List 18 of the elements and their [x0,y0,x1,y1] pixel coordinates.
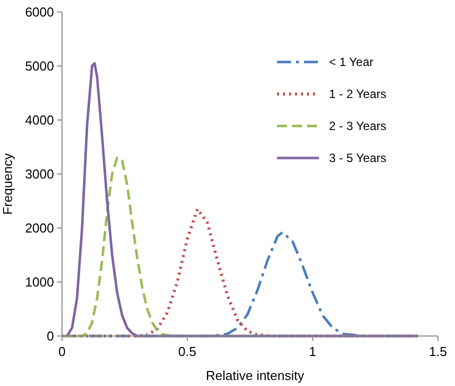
legend-label: 2 - 3 Years [329,119,386,134]
y-tick-label: 3000 [25,166,54,182]
y-tick-label: 1000 [25,274,54,290]
x-tick-label: 0 [58,344,66,359]
legend-label: 3 - 5 Years [329,151,386,166]
y-tick-label: 6000 [25,4,54,20]
y-axis-title: Frequency [0,152,15,215]
x-tick-label: 1 [309,344,316,359]
legend-label: < 1 Year [329,55,374,70]
y-tick-label: 2000 [25,220,54,236]
x-axis-title: Relative intensity [206,368,305,383]
x-tick-label: 0.5 [178,344,196,359]
legend-label: 1 - 2 Years [329,87,386,102]
line-series [60,208,420,338]
x-tick-label: 1.5 [428,344,448,359]
y-tick-label: 5000 [25,58,54,74]
y-tick-label: 0 [46,328,54,344]
y-tick-label: 4000 [25,112,54,128]
